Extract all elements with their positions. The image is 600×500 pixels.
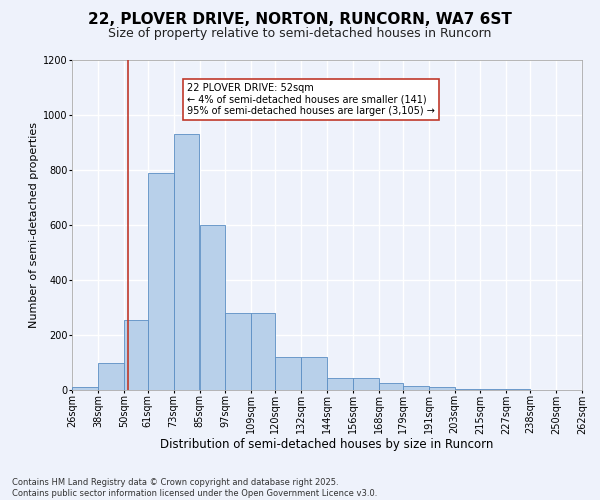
Bar: [428, 387, 455, 390]
Text: 22 PLOVER DRIVE: 52sqm
← 4% of semi-detached houses are smaller (141)
95% of sem: 22 PLOVER DRIVE: 52sqm ← 4% of semi-deta…: [187, 83, 434, 116]
Text: Size of property relative to semi-detached houses in Runcorn: Size of property relative to semi-detach…: [109, 28, 491, 40]
Text: 22, PLOVER DRIVE, NORTON, RUNCORN, WA7 6ST: 22, PLOVER DRIVE, NORTON, RUNCORN, WA7 6…: [88, 12, 512, 28]
Bar: [72, 387, 98, 390]
Bar: [173, 134, 199, 390]
Bar: [455, 388, 481, 390]
Bar: [379, 383, 403, 390]
Bar: [481, 389, 506, 390]
Bar: [226, 313, 251, 390]
Bar: [199, 225, 226, 390]
Y-axis label: Number of semi-detached properties: Number of semi-detached properties: [29, 122, 39, 328]
Bar: [98, 362, 124, 390]
Bar: [148, 173, 173, 390]
Bar: [301, 357, 327, 390]
Bar: [353, 378, 379, 390]
Bar: [327, 378, 353, 390]
Bar: [251, 313, 275, 390]
X-axis label: Distribution of semi-detached houses by size in Runcorn: Distribution of semi-detached houses by …: [160, 438, 494, 451]
Bar: [124, 320, 148, 390]
Bar: [275, 357, 301, 390]
Bar: [403, 386, 428, 390]
Text: Contains HM Land Registry data © Crown copyright and database right 2025.
Contai: Contains HM Land Registry data © Crown c…: [12, 478, 377, 498]
